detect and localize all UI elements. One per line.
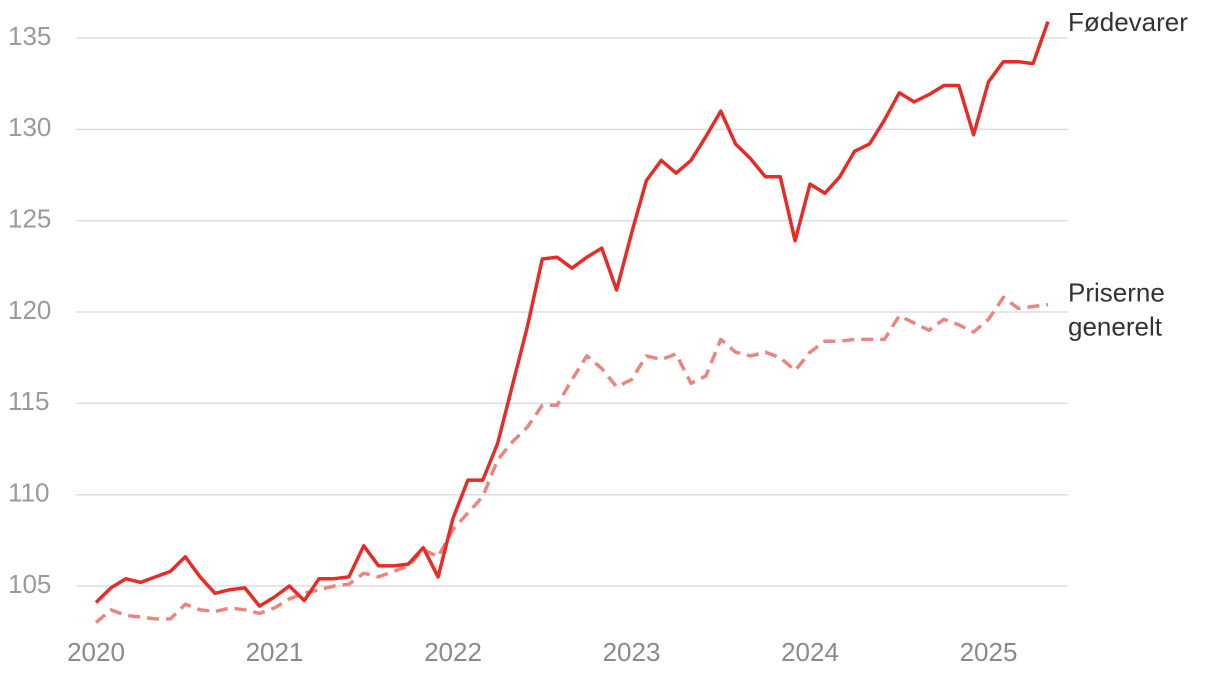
x-tick-label: 2022	[424, 637, 482, 667]
x-tick-label: 2021	[246, 637, 304, 667]
y-tick-label: 135	[8, 21, 51, 51]
y-tick-label: 105	[8, 569, 51, 599]
y-tick-label: 125	[8, 204, 51, 234]
y-tick-label: 120	[8, 295, 51, 325]
x-tick-label: 2025	[960, 637, 1018, 667]
y-tick-label: 115	[8, 386, 49, 416]
series-line	[94, 295, 1049, 624]
y-tick-label: 130	[8, 112, 51, 142]
x-tick-label: 2024	[781, 637, 839, 667]
series-label: Priserne generelt	[1068, 278, 1165, 342]
series-label: Fødevarer	[1068, 7, 1188, 37]
series-line	[94, 21, 1050, 608]
x-tick-label: 2020	[67, 637, 125, 667]
x-tick-label: 2023	[603, 637, 661, 667]
y-tick-label: 110	[8, 478, 49, 508]
